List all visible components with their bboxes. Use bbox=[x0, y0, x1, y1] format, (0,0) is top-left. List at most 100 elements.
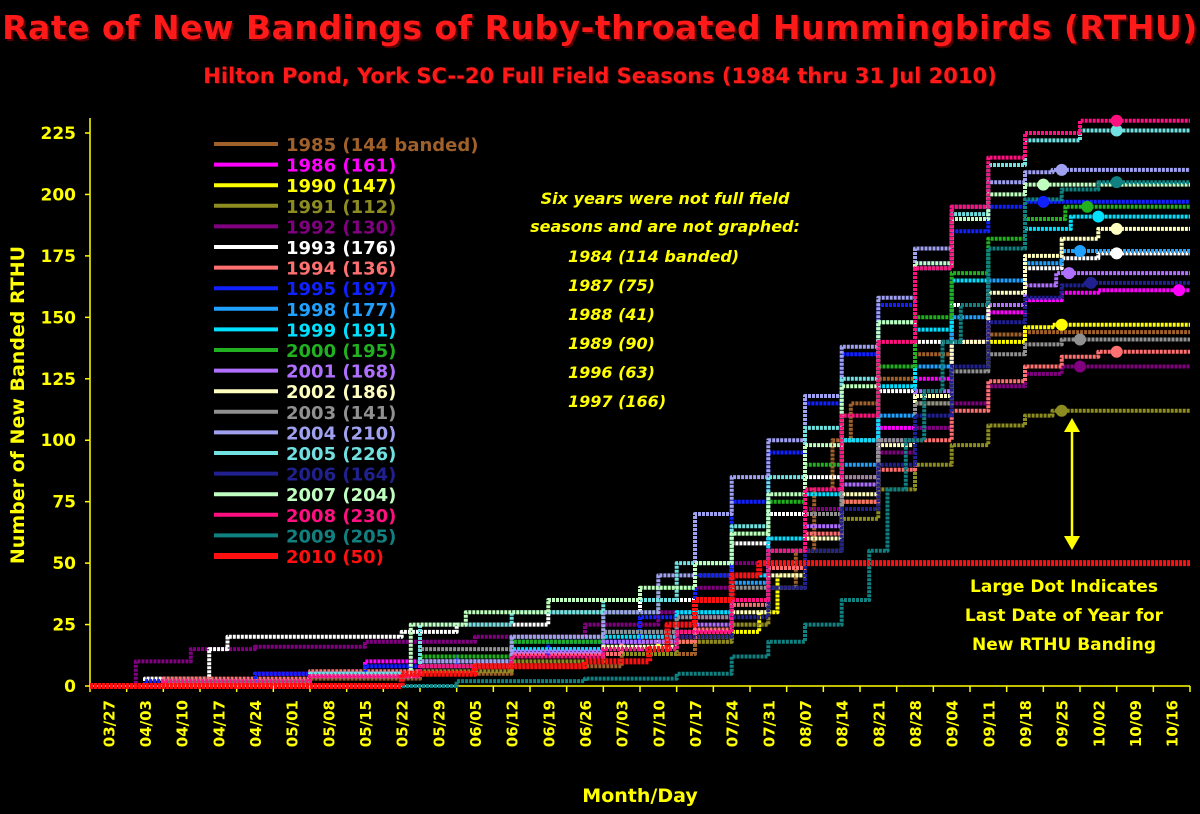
legend-label-2009: 2009 (205) bbox=[286, 526, 396, 547]
x-tick-label: 07/10 bbox=[650, 700, 668, 747]
end-dots bbox=[1037, 114, 1185, 417]
annotation-arrow-down bbox=[1064, 536, 1080, 550]
end-dot-1990 bbox=[1055, 318, 1068, 331]
legend-label-1991: 1991 (112) bbox=[286, 197, 396, 218]
annotation-arrow-up bbox=[1064, 418, 1080, 432]
legend-label-2004: 2004 (210) bbox=[286, 423, 396, 444]
y-tick-label: 0 bbox=[64, 677, 76, 697]
end-dot-1998 bbox=[1074, 244, 1086, 257]
note-item: 1997 (166) bbox=[568, 392, 666, 411]
legend-label-2007: 2007 (204) bbox=[286, 485, 396, 506]
axes: 0 25 50 75 100 125 150 175 200 225 03/27 04/03 04/10… bbox=[41, 118, 1191, 747]
end-dot-1992 bbox=[1074, 360, 1086, 373]
end-dot-2009 bbox=[1110, 176, 1123, 189]
x-tick-label: 04/24 bbox=[247, 700, 265, 747]
y-tick-label: 75 bbox=[52, 493, 76, 513]
note-line: Six years were not full field bbox=[541, 189, 790, 208]
legend-label-2001: 2001 (168) bbox=[286, 362, 396, 383]
x-tick-label: 08/21 bbox=[870, 700, 888, 747]
note-line: seasons and are not graphed: bbox=[530, 217, 800, 236]
series-lines bbox=[90, 118, 1190, 689]
legend-label-1993: 1993 (176) bbox=[286, 238, 396, 259]
x-tick-label: 04/03 bbox=[137, 700, 155, 747]
y-tick-label: 225 bbox=[41, 124, 77, 144]
end-dot-2007 bbox=[1037, 178, 1050, 191]
end-dot-1994 bbox=[1110, 345, 1123, 358]
x-tick-label: 10/09 bbox=[1127, 700, 1145, 747]
end-dot-1999 bbox=[1092, 210, 1105, 223]
x-tick-label: 06/19 bbox=[540, 700, 558, 747]
y-tick-label: 25 bbox=[52, 616, 76, 636]
note-item: 1987 (75) bbox=[568, 276, 655, 295]
series-line-2004 bbox=[90, 167, 1190, 688]
legend-label-2008: 2008 (230) bbox=[286, 506, 396, 527]
x-tick-label: 03/27 bbox=[100, 700, 118, 747]
x-tick-label: 05/29 bbox=[430, 700, 448, 747]
legend-label-2005: 2005 (226) bbox=[286, 444, 396, 465]
x-tick-label: 08/07 bbox=[797, 700, 815, 747]
x-tick-label: 09/04 bbox=[944, 700, 962, 747]
series-line-2008 bbox=[90, 118, 1190, 688]
x-tick-label: 05/01 bbox=[284, 700, 302, 747]
end-dot-1986 bbox=[1173, 284, 1185, 297]
y-axis-label: Number of New Banded RTHU bbox=[7, 246, 29, 564]
x-tick-label: 07/24 bbox=[724, 700, 742, 747]
end-dot-1991 bbox=[1055, 404, 1068, 417]
legend: 1985 (144 banded)1986 (161)1990 (147)199… bbox=[214, 135, 478, 568]
legend-label-1994: 1994 (136) bbox=[286, 259, 396, 280]
series-line-2010 bbox=[90, 560, 1190, 689]
legend-label-1992: 1992 (130) bbox=[286, 217, 396, 238]
y-tick-label: 100 bbox=[41, 431, 77, 451]
x-tick-label: 10/02 bbox=[1090, 700, 1108, 747]
end-dot-2005 bbox=[1110, 124, 1123, 137]
x-tick-label: 06/26 bbox=[577, 700, 595, 747]
x-tick-label: 04/17 bbox=[210, 700, 228, 747]
y-tick-label: 175 bbox=[41, 247, 77, 267]
annotation-line: Last Date of Year for bbox=[965, 606, 1164, 626]
end-dot-2008 bbox=[1110, 114, 1123, 127]
y-tick-label: 50 bbox=[52, 554, 76, 574]
series-line-2009 bbox=[90, 180, 1190, 688]
end-dot-2006 bbox=[1085, 276, 1097, 289]
x-tick-label: 09/11 bbox=[980, 700, 998, 747]
legend-label-2000: 2000 (195) bbox=[286, 341, 396, 362]
x-tick-label: 08/14 bbox=[834, 700, 852, 747]
annotation-line: Large Dot Indicates bbox=[970, 577, 1158, 597]
end-dot-2001 bbox=[1063, 267, 1075, 280]
legend-label-2010: 2010 (50) bbox=[286, 547, 384, 568]
series-line-2007 bbox=[90, 182, 1190, 688]
x-tick-label: 06/12 bbox=[504, 700, 522, 747]
end-dot-1995 bbox=[1037, 195, 1050, 208]
x-tick-label: 09/18 bbox=[1017, 700, 1035, 747]
annotation-line: New RTHU Banding bbox=[972, 635, 1156, 655]
end-dot-2003 bbox=[1074, 333, 1086, 346]
x-tick-label: 04/10 bbox=[174, 700, 192, 747]
legend-label-2006: 2006 (164) bbox=[286, 465, 396, 486]
x-tick-label: 05/22 bbox=[394, 700, 412, 747]
end-dot-2002 bbox=[1110, 222, 1123, 235]
end-dot-2000 bbox=[1081, 200, 1094, 213]
x-tick-label: 05/15 bbox=[357, 700, 375, 747]
notes: Six years were not full field seasons and… bbox=[530, 189, 1164, 655]
note-item: 1989 (90) bbox=[568, 334, 655, 353]
legend-label-1990: 1990 (147) bbox=[286, 176, 396, 197]
series-line-2000 bbox=[90, 204, 1190, 688]
x-tick-label: 07/03 bbox=[614, 700, 632, 747]
note-item: 1984 (114 banded) bbox=[568, 247, 739, 266]
x-tick-label: 10/16 bbox=[1164, 700, 1182, 747]
x-tick-label: 06/05 bbox=[467, 700, 485, 747]
chart-subtitle: Hilton Pond, York SC--20 Full Field Seas… bbox=[203, 64, 997, 88]
x-tick-label: 09/25 bbox=[1054, 700, 1072, 747]
legend-label-1995: 1995 (197) bbox=[286, 279, 396, 300]
legend-label-1998: 1998 (177) bbox=[286, 300, 396, 321]
y-tick-label: 200 bbox=[41, 185, 77, 205]
y-tick-label: 150 bbox=[41, 308, 77, 328]
x-tick-label: 08/28 bbox=[907, 700, 925, 747]
chart-title: Rate of New Bandings of Ruby-throated Hu… bbox=[2, 8, 1198, 47]
x-axis-label: Month/Day bbox=[582, 785, 698, 807]
x-tick-label: 07/31 bbox=[760, 700, 778, 747]
x-tick-label: 05/08 bbox=[320, 700, 338, 747]
y-tick-label: 125 bbox=[41, 370, 77, 390]
x-tick-label: 07/17 bbox=[687, 700, 705, 747]
